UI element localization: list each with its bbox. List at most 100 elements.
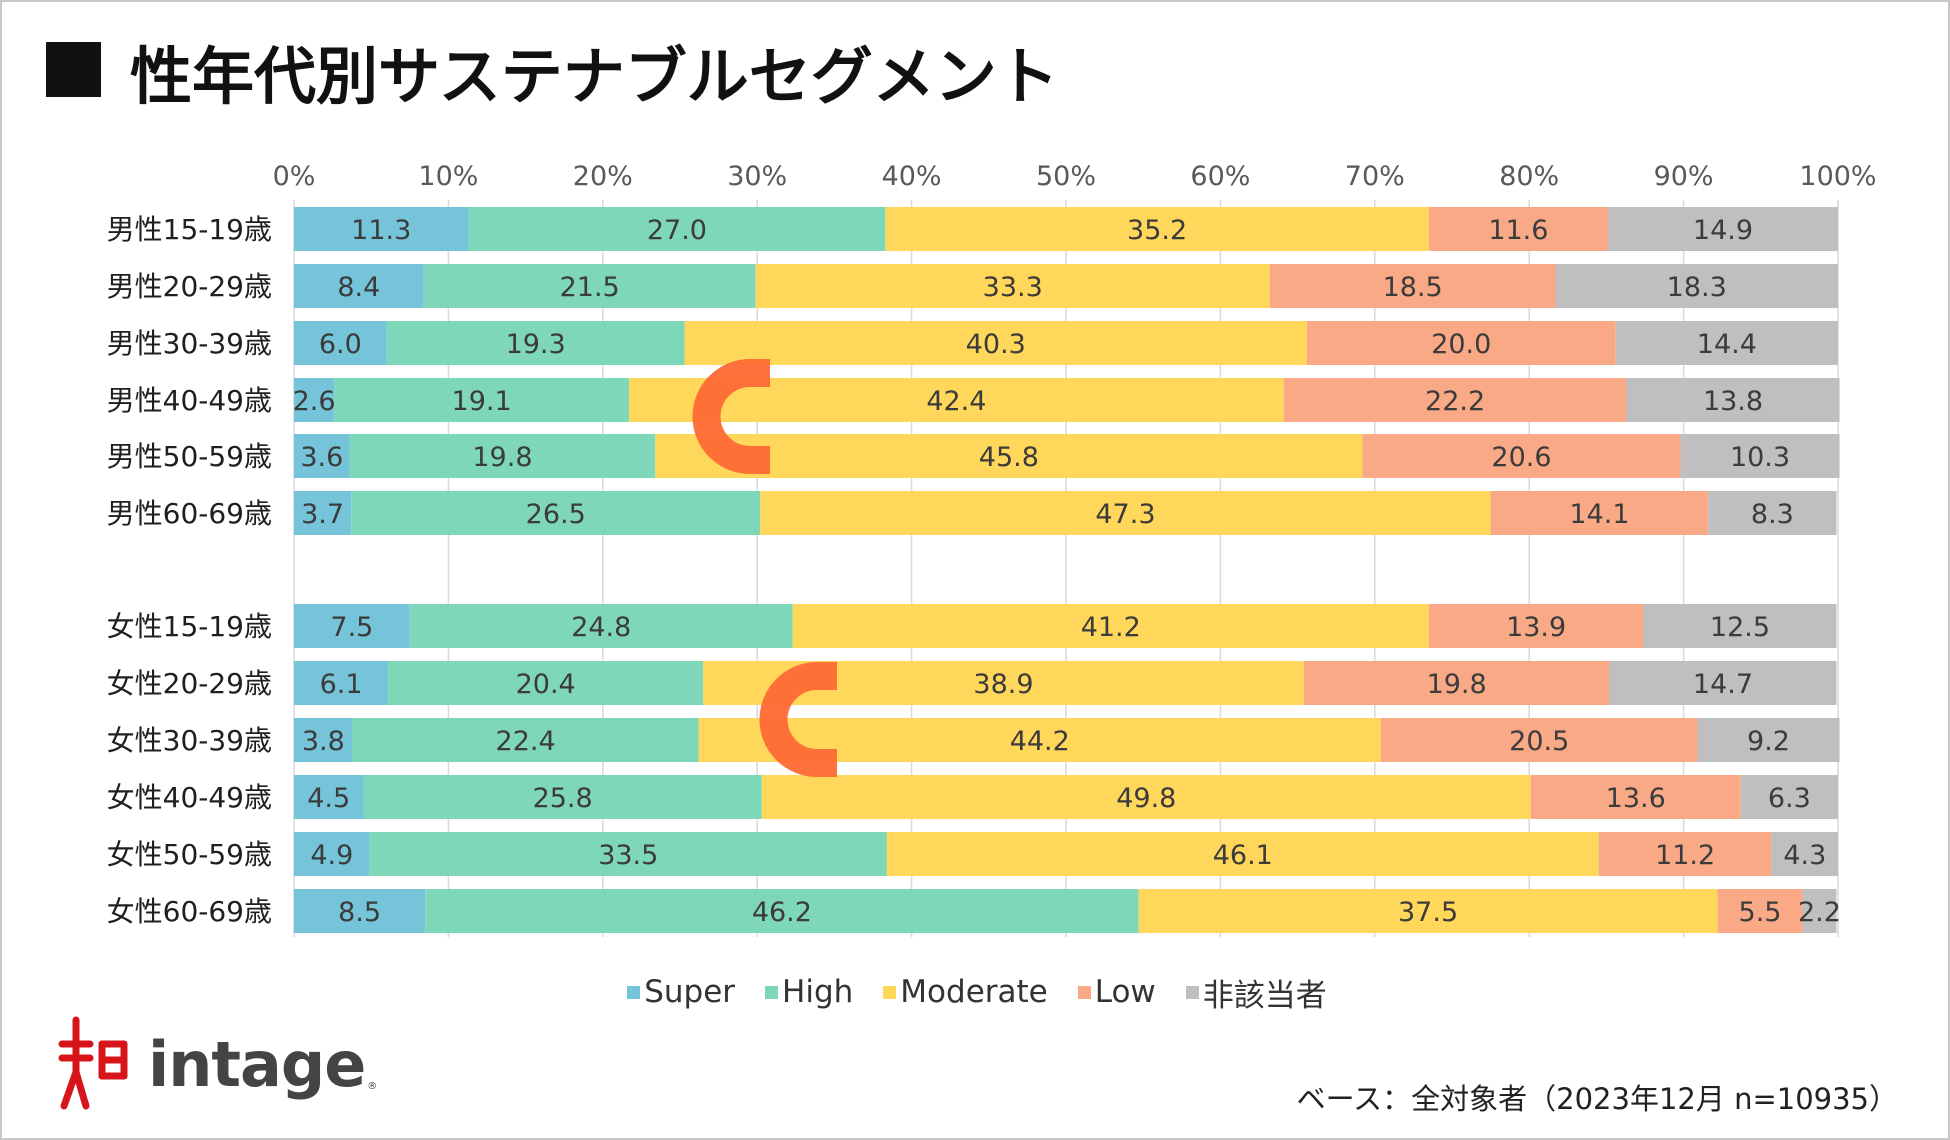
category-label: 女性50-59歳: [107, 838, 272, 871]
data-label: 21.5: [560, 272, 620, 303]
data-label: 20.0: [1431, 329, 1491, 360]
bar-segment-非該当者: [1607, 207, 1838, 251]
bar-segment-Super: [294, 661, 389, 705]
data-label: 27.0: [647, 215, 707, 246]
bar-segment-非該当者: [1740, 775, 1838, 819]
bar-segment-非該当者: [1708, 491, 1837, 535]
bar-segment-Low: [1362, 434, 1681, 478]
bar-segment-非該当者: [1680, 434, 1840, 478]
legend-swatch: [1077, 985, 1091, 999]
category-labels: 男性15-19歳男性20-29歳男性30-39歳男性40-49歳男性50-59歳…: [107, 213, 272, 928]
legend-swatch: [765, 985, 779, 999]
bar-segment-非該当者: [1697, 718, 1840, 762]
data-label: 33.3: [983, 272, 1043, 303]
data-label: 3.8: [302, 726, 345, 757]
data-label: 40.3: [966, 329, 1026, 360]
category-label: 男性50-59歳: [107, 440, 272, 473]
bar-segment-Super: [294, 718, 353, 762]
bar-segment-Super: [294, 378, 335, 422]
data-label: 14.4: [1697, 329, 1757, 360]
data-label: 12.5: [1710, 612, 1770, 643]
intage-logo-text: intage: [148, 1027, 366, 1101]
bar-segment-Moderate: [1138, 889, 1718, 933]
data-label: 8.4: [337, 272, 380, 303]
data-label: 22.4: [496, 726, 556, 757]
legend-swatch: [883, 985, 897, 999]
data-label: 26.5: [526, 499, 586, 530]
bar-segment-Low: [1598, 832, 1772, 876]
bar-segment-Super: [294, 207, 469, 251]
data-label: 20.5: [1509, 726, 1569, 757]
bracket-annotation: [692, 359, 770, 474]
bar-segment-Super: [294, 775, 364, 819]
bar-segment-Low: [1269, 264, 1556, 308]
data-label: 25.8: [533, 783, 593, 814]
data-label: 13.6: [1606, 783, 1666, 814]
bar-segment-Super: [294, 889, 426, 933]
category-label: 男性15-19歳: [107, 213, 272, 246]
bar-segment-Super: [294, 321, 387, 365]
bar-segment-High: [334, 378, 630, 422]
data-label: 42.4: [926, 386, 986, 417]
bar-segment-High: [349, 434, 656, 478]
data-label: 18.5: [1383, 272, 1443, 303]
data-label: 47.3: [1095, 499, 1155, 530]
data-label: 6.1: [320, 669, 363, 700]
data-label: 46.2: [752, 897, 812, 928]
x-tick-label: 40%: [882, 161, 942, 192]
legend-item: Moderate: [883, 974, 1048, 1010]
bar-segment-Moderate: [684, 321, 1307, 365]
x-tick-label: 30%: [727, 161, 787, 192]
bar-segment-High: [386, 321, 685, 365]
category-label: 女性60-69歳: [107, 895, 272, 928]
data-label: 19.3: [506, 329, 566, 360]
x-tick-label: 100%: [1799, 161, 1876, 192]
bar-segment-非該当者: [1643, 604, 1837, 648]
data-label: 13.8: [1703, 386, 1763, 417]
x-tick-label: 80%: [1499, 161, 1559, 192]
category-label: 女性40-49歳: [107, 781, 272, 814]
data-label: 41.2: [1081, 612, 1141, 643]
data-label: 45.8: [979, 442, 1039, 473]
bar-segment-Moderate: [760, 491, 1491, 535]
category-label: 男性30-39歳: [107, 327, 272, 360]
base-note: ベース：全対象者（2023年12月 n=10935）: [1296, 1082, 1898, 1116]
bar-segment-High: [409, 604, 793, 648]
bar-segment-High: [388, 661, 704, 705]
legend-swatch: [1185, 985, 1199, 999]
data-label: 8.5: [338, 897, 381, 928]
bar-segment-Low: [1428, 604, 1644, 648]
bar-segment-Low: [1490, 491, 1709, 535]
gridlines: [293, 200, 1839, 937]
data-label: 6.3: [1768, 783, 1811, 814]
data-label: 14.9: [1693, 215, 1753, 246]
legend-label: Low: [1094, 974, 1156, 1010]
data-label: 19.8: [1427, 669, 1487, 700]
legend-item: 非該当者: [1185, 970, 1327, 1015]
category-label: 男性20-29歳: [107, 270, 272, 303]
bar-segment-非該当者: [1802, 889, 1837, 933]
data-label: 3.6: [300, 442, 343, 473]
bar-segment-非該当者: [1626, 378, 1840, 422]
data-label: 24.8: [571, 612, 631, 643]
data-label: 49.8: [1116, 783, 1176, 814]
x-tick-label: 0%: [273, 161, 316, 192]
x-tick-label: 70%: [1345, 161, 1405, 192]
data-label: 10.3: [1730, 442, 1790, 473]
data-label: 7.5: [330, 612, 373, 643]
bar-segment-Low: [1530, 775, 1741, 819]
bar-segment-Low: [1428, 207, 1608, 251]
data-label: 11.2: [1655, 840, 1715, 871]
data-label: 38.9: [973, 669, 1033, 700]
bar-segment-Super: [294, 491, 352, 535]
legend-label: High: [782, 974, 854, 1010]
data-label: 33.5: [598, 840, 658, 871]
bar-segment-Moderate: [655, 434, 1363, 478]
chart-title: 性年代別サステナブルセグメント: [130, 40, 1059, 113]
data-label: 19.1: [452, 386, 512, 417]
data-label: 2.6: [293, 386, 336, 417]
data-label: 20.4: [516, 669, 576, 700]
data-label: 35.2: [1127, 215, 1187, 246]
bar-segment-Low: [1306, 321, 1616, 365]
